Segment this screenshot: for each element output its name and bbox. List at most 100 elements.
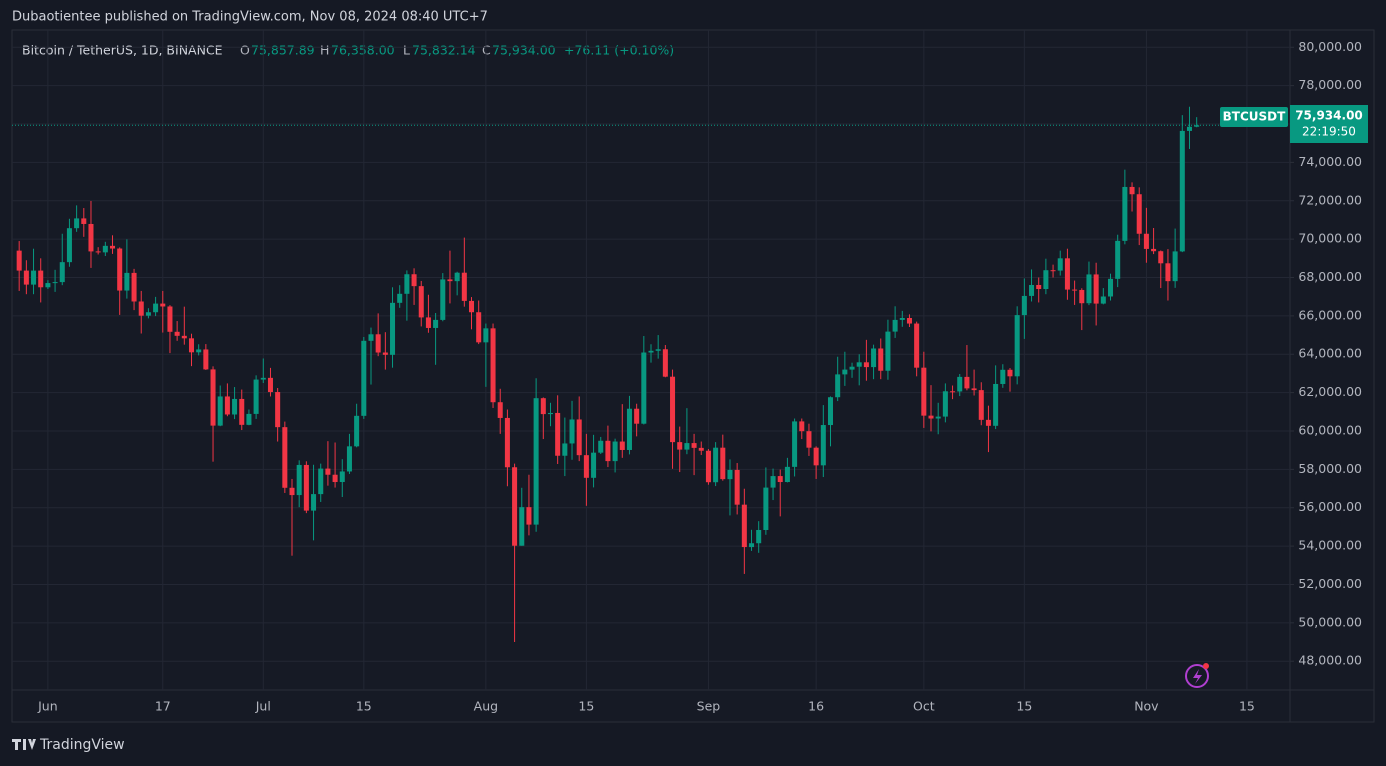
candle-body <box>648 350 654 353</box>
x-tick-label: Nov <box>1134 699 1159 714</box>
candle-body <box>66 228 72 263</box>
candle-body <box>519 507 525 546</box>
candle-body <box>720 447 726 480</box>
candle-body <box>188 338 195 353</box>
candle-body <box>899 317 905 320</box>
candle-body <box>160 303 166 307</box>
candle-body <box>655 349 661 351</box>
candle-body <box>181 335 187 339</box>
candle-body <box>145 312 151 316</box>
candle-body <box>504 417 510 468</box>
candle-body <box>404 274 410 294</box>
candle-body <box>325 468 331 475</box>
candle-body <box>476 312 482 343</box>
y-tick-label: 80,000.00 <box>1298 39 1362 54</box>
x-tick-label: Oct <box>913 699 935 714</box>
candle-body <box>849 366 855 370</box>
candle-body <box>533 398 539 525</box>
candle-body <box>555 412 561 456</box>
candle-body <box>16 250 22 271</box>
candle-body <box>569 419 575 444</box>
candle-body <box>784 466 790 483</box>
candle-body <box>792 421 798 467</box>
countdown: 22:19:50 <box>1302 125 1356 139</box>
x-tick-label: Jul <box>255 699 271 714</box>
candle-body <box>52 282 58 284</box>
last-price: 75,934.00 <box>1295 109 1363 123</box>
footer-brand: TradingView <box>39 737 125 753</box>
candle-body <box>339 471 345 483</box>
x-tick-label: 15 <box>356 699 372 714</box>
candle-body <box>1050 270 1056 272</box>
candle-body <box>318 468 324 495</box>
pane <box>11 29 1375 723</box>
symbol: Bitcoin / TetherUS, 1D, BINANCE <box>22 43 223 58</box>
x-tick-label: 15 <box>1239 699 1255 714</box>
candle-body <box>942 391 948 417</box>
candle-body <box>935 416 941 419</box>
candle-body <box>928 415 934 419</box>
flash-icon[interactable] <box>1185 664 1209 688</box>
candle-body <box>267 377 273 393</box>
candle-body <box>354 415 360 447</box>
candle-body <box>1029 284 1035 296</box>
candle-body <box>260 377 266 380</box>
candle-body <box>1021 295 1027 316</box>
candle-body <box>1122 186 1128 241</box>
candle-body <box>411 274 417 287</box>
candle-body <box>526 507 532 525</box>
y-tick-label: 54,000.00 <box>1298 538 1362 553</box>
candle-body <box>576 419 582 456</box>
candle-body <box>670 376 676 443</box>
legend-key: H <box>320 43 329 58</box>
candle-body <box>605 440 611 462</box>
x-tick-label: Aug <box>474 699 498 714</box>
candle-body <box>799 421 805 432</box>
candle-body <box>110 245 116 249</box>
candle-body <box>153 303 159 313</box>
x-tick-label: Sep <box>697 699 721 714</box>
candle-body <box>713 447 719 483</box>
candle-body <box>878 348 884 371</box>
candle-body <box>770 476 776 488</box>
tv-logo <box>12 739 36 750</box>
candle-body <box>418 286 424 318</box>
candle-body <box>1151 248 1157 252</box>
candle-body <box>1093 274 1099 304</box>
candle-body <box>1043 270 1049 290</box>
candle-body <box>1036 284 1042 290</box>
ticker-badge <box>1220 107 1288 127</box>
candle-body <box>1136 194 1142 234</box>
candle-body <box>547 412 553 415</box>
y-tick-label: 78,000.00 <box>1298 77 1362 92</box>
candle-body <box>1100 296 1106 304</box>
legend-change: +76.11 (+0.10%) <box>564 43 674 58</box>
candle-body <box>117 248 123 291</box>
legend-key: L <box>403 43 410 58</box>
legend-close: 75,934.00 <box>492 43 556 58</box>
candle-body <box>1000 369 1006 384</box>
candle-body <box>497 402 503 418</box>
candle-body <box>447 279 453 282</box>
candle-body <box>390 302 396 355</box>
candle-body <box>425 317 431 328</box>
candle-body <box>1086 274 1092 304</box>
candle-body <box>232 398 238 415</box>
candle-body <box>196 349 202 353</box>
candle-body <box>138 301 144 316</box>
y-tick-label: 74,000.00 <box>1298 154 1362 169</box>
candle-body <box>856 362 862 367</box>
candle-body <box>993 383 999 426</box>
candle-body <box>253 379 259 414</box>
candle-body <box>1072 289 1078 291</box>
candle-body <box>619 441 625 450</box>
legend-key: C <box>482 43 491 58</box>
candle-body <box>763 487 769 530</box>
candle-body <box>382 352 388 355</box>
x-tick-label: 16 <box>808 699 824 714</box>
candle-body <box>914 323 920 368</box>
candle-body <box>282 427 288 488</box>
x-tick-label: 17 <box>155 699 171 714</box>
candle-body <box>626 408 632 450</box>
candle-body <box>892 319 898 332</box>
